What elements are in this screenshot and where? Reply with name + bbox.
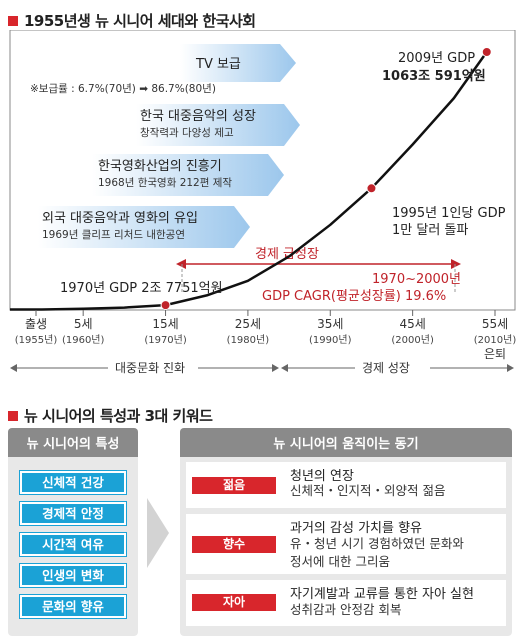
event-arrow-shape (136, 104, 300, 146)
motive-title: 자기계발과 교류를 통한 자아 실현 (290, 587, 474, 602)
event-title: 한국 대중음악의 성장 (140, 109, 256, 124)
era-economy: 경제 성장 (362, 361, 410, 375)
section-title-bottom: 뉴 시니어의 특성과 3대 키워드 (8, 405, 213, 426)
x-tick-extra: 은퇴 (484, 347, 506, 361)
event-title: 한국영화산업의 진흥기 (98, 159, 222, 174)
hl-1995-label2: 1만 달러 돌파 (392, 223, 468, 238)
x-tick-age: 25세 (235, 317, 261, 331)
highlight-marker (366, 183, 377, 194)
x-tick-age: 55세 (482, 317, 508, 331)
gdp-line (41, 51, 488, 311)
keywords-panel: 뉴 시니어의 특성 신체적 건강 경제적 안정 시간적 여유 인생의 변화 문화… (8, 428, 512, 638)
era-arrows: 대중문화 진화 경제 성장 (10, 361, 514, 375)
event-sub: 1968년 한국영화 212편 제작 (98, 176, 232, 189)
gdp-chart: TV 보급 ※보급률 : 6.7%(70년) ➡ 86.7%(80년) 한국 대중음… (9, 30, 517, 375)
motive-tag: 자아 (192, 594, 276, 611)
highlight-marker (160, 300, 171, 311)
motive-row-nostalgia: 향수 과거의 감성 가치를 향유 유・청년 시기 경험하였던 문화와 정서에 대… (186, 514, 506, 574)
motive-title: 청년의 연장 (290, 469, 354, 484)
event-note: ※보급률 : 6.7%(70년) ➡ 86.7%(80년) (30, 83, 216, 95)
x-tick-year: (2000년) (391, 334, 434, 346)
hl-1995-label1: 1995년 1인당 GDP (392, 206, 506, 221)
x-tick-year: (1990년) (309, 334, 352, 346)
plot-frame (9, 30, 516, 311)
trait-item: 시간적 여유 (19, 532, 127, 557)
event-sub: 1969년 클리프 리처드 내한공연 (42, 229, 185, 241)
growth-cagr: GDP CAGR(평균성장률) 19.6% (262, 289, 446, 304)
motives-box: 뉴 시니어의 움직이는 동기 젊음 청년의 연장 신체적・인지적・외양적 젊음 … (180, 428, 512, 636)
event-title: 외국 대중음악과 영화의 유입 (42, 211, 198, 226)
chevron-right-icon (147, 498, 169, 568)
growth-label: 경제 급성장 (255, 247, 319, 262)
traits-box: 뉴 시니어의 특성 신체적 건강 경제적 안정 시간적 여유 인생의 변화 문화… (8, 428, 138, 636)
x-tick-year: (1960년) (62, 334, 105, 346)
x-tick-age: 35세 (317, 317, 343, 331)
motive-row-youth: 젊음 청년의 연장 신체적・인지적・외양적 젊음 (186, 462, 506, 508)
event-title: TV 보급 (195, 57, 241, 72)
motive-desc: 성취감과 안정감 회복 (290, 602, 402, 617)
section-title-bottom-text: 뉴 시니어의 특성과 3대 키워드 (24, 407, 213, 425)
red-square-icon (8, 410, 18, 421)
hl-1970-label: 1970년 GDP 2조 7751억원 (60, 281, 223, 296)
hl-2009-label2: 1063조 591억원 (382, 69, 486, 84)
trait-item: 신체적 건강 (19, 470, 127, 495)
traits-header: 뉴 시니어의 특성 (8, 428, 138, 457)
x-tick-age: 5세 (74, 317, 93, 331)
event-arrow-shape (92, 154, 284, 196)
x-tick-age: 출생 (25, 317, 47, 331)
event-sub: 창작력과 다양성 제고 (140, 127, 234, 139)
section-title-top-text: 1955년생 뉴 시니어 세대와 한국사회 (24, 12, 256, 30)
x-tick-year: (2010년) (474, 334, 517, 346)
motive-title: 과거의 감성 가치를 향유 (290, 521, 422, 536)
gdp-line-series (10, 47, 492, 311)
motive-tag: 젊음 (192, 477, 276, 494)
highlight-marker (481, 47, 492, 57)
section-title-top: 1955년생 뉴 시니어 세대와 한국사회 (8, 10, 256, 31)
event-arrow-shape (180, 44, 296, 82)
red-square-icon (8, 15, 18, 26)
growth-range: 1970~2000년 (372, 272, 461, 287)
x-tick-age: 15세 (152, 317, 178, 331)
x-tick-year: (1980년) (227, 334, 270, 346)
motive-tag: 향수 (192, 536, 276, 553)
x-tick-year: (1955년) (15, 334, 58, 346)
trait-item: 인생의 변화 (19, 563, 127, 588)
motive-desc: 정서에 대한 그리움 (290, 554, 390, 569)
trait-item: 경제적 안정 (19, 501, 127, 526)
era-culture: 대중문화 진화 (115, 361, 185, 375)
x-axis-ticks: 출생 (1955년) 5세 (1960년) 15세 (1970년) 25세 (1980년) 35… (15, 310, 517, 361)
growth-bracket: 경제 급성장 1970~2000년 GDP CAGR(평균성장률) 19.6% (176, 247, 461, 304)
motive-row-self: 자아 자기계발과 교류를 통한 자아 실현 성취감과 안정감 회복 (186, 580, 506, 626)
hl-2009-label1: 2009년 GDP (398, 51, 475, 66)
event-arrows: TV 보급 ※보급률 : 6.7%(70년) ➡ 86.7%(80년) 한국 대중음… (30, 44, 300, 248)
motives-header: 뉴 시니어의 움직이는 동기 (180, 428, 512, 457)
x-tick-year: (1970년) (144, 334, 187, 346)
motive-desc: 신체적・인지적・외양적 젊음 (290, 483, 446, 498)
motive-desc: 유・청년 시기 경험하였던 문화와 (290, 536, 464, 551)
event-arrow-shape (38, 206, 250, 248)
trait-item: 문화의 향유 (19, 594, 127, 619)
x-tick-age: 45세 (399, 317, 425, 331)
